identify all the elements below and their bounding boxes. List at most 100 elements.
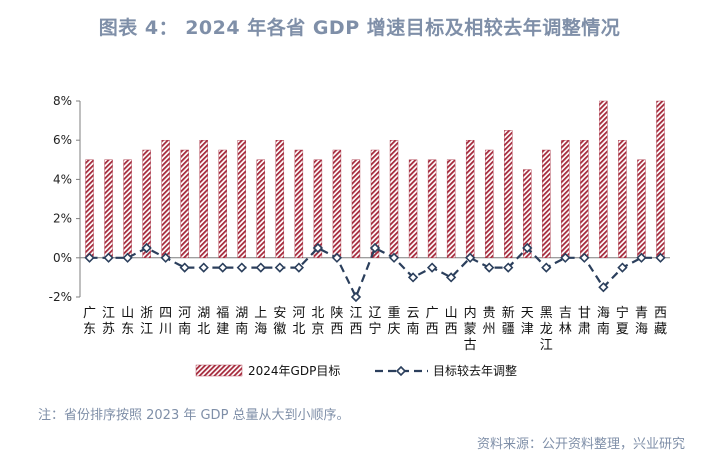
bar (180, 149, 189, 259)
legend-line-marker (395, 365, 407, 377)
line-marker (198, 262, 209, 273)
x-tick-label: 福建 (216, 306, 229, 337)
line-marker (369, 242, 381, 254)
line-marker (84, 252, 95, 263)
legend-line-label: 目标较去年调整 (433, 363, 517, 378)
bar (237, 139, 246, 258)
x-tick-label: 辽宁 (368, 306, 381, 337)
bar (104, 159, 113, 259)
x-tick-label: 内蒙古 (464, 305, 477, 353)
y-tick-label: 4% (53, 172, 72, 186)
bar (427, 159, 437, 259)
bar (370, 149, 380, 259)
x-tick-label: 山东 (121, 306, 134, 337)
bar (580, 139, 589, 258)
x-tick-label: 甘肃 (578, 306, 591, 337)
bar (484, 149, 494, 259)
line-marker (388, 252, 400, 263)
x-tick-label: 广东 (83, 306, 96, 337)
line-marker (103, 252, 114, 263)
bar (599, 100, 608, 259)
bar (656, 100, 665, 259)
legend-bar-label: 2024年GDP目标 (248, 364, 340, 378)
x-tick-label: 宁夏 (616, 305, 629, 337)
bar (218, 149, 227, 259)
x-tick-label: 湖南 (235, 306, 248, 337)
line-marker (541, 262, 552, 273)
bar (85, 159, 94, 259)
bar (351, 159, 361, 259)
line-marker (141, 242, 152, 254)
bar (561, 139, 570, 258)
bar (637, 159, 646, 259)
x-tick-label: 河北 (292, 306, 305, 337)
line-marker (236, 262, 247, 273)
bar (275, 139, 285, 258)
x-tick-label: 河南 (178, 306, 191, 337)
x-tick-label: 广西 (426, 306, 439, 337)
line-marker (579, 252, 590, 263)
chart-title: 图表 4： 2024 年各省 GDP 增速目标及相较去年调整情况 (98, 17, 621, 39)
x-tick-label: 北京 (311, 306, 324, 337)
bar (142, 149, 151, 259)
x-tick-label: 重庆 (388, 305, 401, 337)
line-marker (503, 262, 514, 273)
x-tick-label: 四川 (159, 306, 172, 337)
line-marker (122, 252, 133, 263)
x-tick-label: 江西 (349, 306, 362, 337)
line-marker (445, 272, 457, 283)
line-marker (160, 252, 171, 263)
x-tick-label: 西藏 (654, 306, 667, 337)
line-marker (293, 262, 305, 273)
line-marker (465, 252, 476, 263)
footnote: 注：省份排序按照 2023 年 GDP 总量从大到小顺序。 (38, 408, 350, 423)
bar (504, 130, 513, 258)
line-marker (312, 242, 324, 254)
line-marker (179, 262, 190, 273)
x-tick-label: 山西 (445, 306, 458, 337)
line-marker (350, 291, 362, 303)
x-tick-label: 江苏 (102, 306, 115, 337)
line-marker (617, 262, 628, 273)
bar (542, 149, 551, 259)
line-marker (655, 252, 666, 263)
bar (465, 139, 475, 258)
x-tick-label: 新疆 (502, 305, 515, 337)
x-tick-label: 青海 (635, 306, 648, 337)
line-marker (407, 272, 419, 283)
line-marker (426, 262, 438, 273)
x-tick-label: 天津 (521, 306, 534, 337)
bar (161, 139, 170, 258)
bar (523, 169, 532, 259)
line-marker (522, 242, 533, 254)
y-tick-label: 6% (53, 133, 72, 147)
line-marker (636, 252, 647, 263)
bar (408, 159, 418, 259)
bar (446, 159, 456, 259)
y-tick-label: 2% (53, 212, 72, 226)
line-marker (217, 262, 228, 273)
bar (313, 159, 323, 259)
line-marker (598, 282, 609, 293)
x-tick-label: 海南 (597, 306, 610, 337)
line-marker (560, 252, 571, 263)
bar (294, 149, 304, 259)
y-tick-label: 8% (53, 94, 72, 108)
chart-canvas: -2% 0% 2% 4% 6% 8% 广东江苏山东浙江四川河南湖北福建湖南上海安徽河北北京… (49, 94, 670, 378)
bar (389, 139, 399, 258)
bar (123, 159, 132, 259)
line-marker (255, 262, 266, 273)
line-marker (484, 262, 495, 273)
x-tick-label: 浙江 (140, 306, 153, 337)
x-tick-label: 贵州 (483, 306, 496, 337)
x-tick-label: 上海 (254, 306, 267, 337)
x-tick-label: 湖北 (197, 306, 210, 337)
line-marker (274, 262, 285, 273)
source-note: 资料来源：公开资料整理，兴业研究 (476, 437, 685, 452)
x-tick-label: 安徽 (273, 306, 286, 337)
x-tick-label: 陕西 (330, 306, 343, 337)
bar (332, 149, 342, 259)
line-marker (331, 252, 343, 263)
bar (256, 159, 266, 259)
x-tick-label: 云南 (407, 306, 420, 337)
